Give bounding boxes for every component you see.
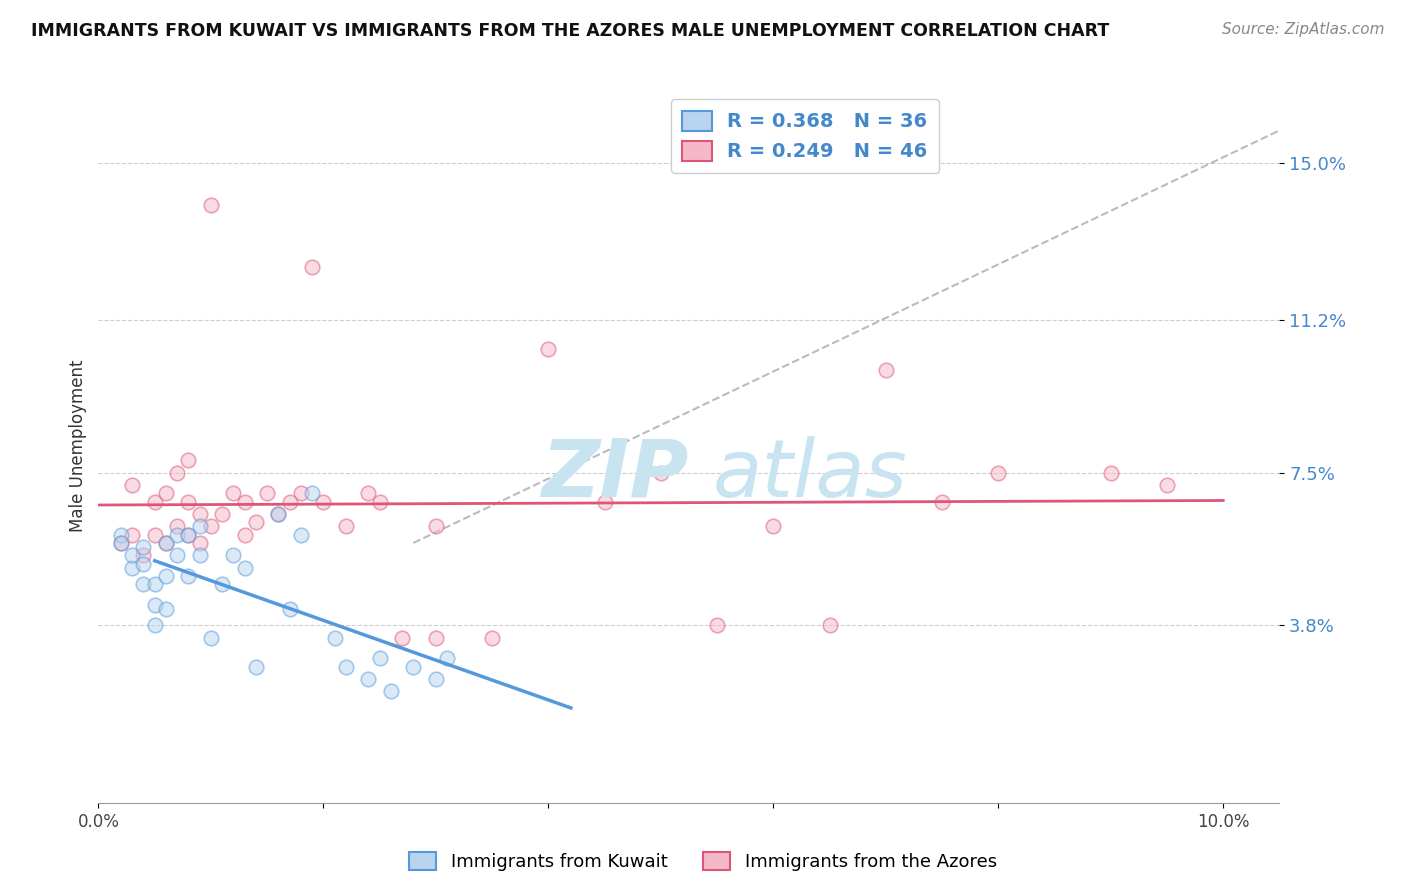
Point (357, 486, 380, 500)
Point (188, 549, 211, 563)
Point (143, 527, 166, 541)
Point (110, 536, 132, 550)
Point (233, 527, 256, 541)
Point (166, 466, 188, 480)
Text: Source: ZipAtlas.com: Source: ZipAtlas.com (1222, 22, 1385, 37)
Point (121, 560, 143, 574)
Point (762, 519, 785, 533)
Point (278, 602, 301, 616)
Point (121, 527, 143, 541)
Text: IMMIGRANTS FROM KUWAIT VS IMMIGRANTS FROM THE AZORES MALE UNEMPLOYMENT CORRELATI: IMMIGRANTS FROM KUWAIT VS IMMIGRANTS FRO… (31, 22, 1109, 40)
Point (380, 684, 402, 698)
Point (335, 659, 357, 673)
Point (267, 507, 290, 521)
Point (143, 494, 166, 508)
Point (110, 536, 132, 550)
Point (132, 549, 155, 563)
Point (335, 519, 357, 533)
Point (155, 569, 177, 583)
Point (818, 618, 841, 632)
Point (177, 527, 200, 541)
Point (200, 197, 222, 211)
Point (155, 486, 177, 500)
Point (188, 536, 211, 550)
Point (425, 672, 447, 686)
Point (402, 659, 425, 673)
Point (706, 618, 728, 632)
Point (1099, 466, 1122, 480)
Point (593, 494, 616, 508)
Point (368, 651, 391, 665)
Point (256, 486, 278, 500)
Point (121, 478, 143, 492)
Point (357, 672, 380, 686)
Point (278, 494, 301, 508)
Point (155, 536, 177, 550)
Point (425, 519, 447, 533)
Point (391, 631, 413, 645)
Point (188, 519, 211, 533)
Point (245, 516, 267, 530)
Point (166, 527, 188, 541)
Point (166, 519, 188, 533)
Point (931, 494, 953, 508)
Text: ZIP: ZIP (541, 435, 689, 514)
Point (987, 466, 1010, 480)
Point (166, 549, 188, 563)
Legend: R = 0.368   N = 36, R = 0.249   N = 46: R = 0.368 N = 36, R = 0.249 N = 46 (671, 99, 939, 173)
Point (188, 507, 211, 521)
Point (290, 527, 312, 541)
Point (290, 486, 312, 500)
Point (368, 494, 391, 508)
Point (155, 602, 177, 616)
Point (132, 557, 155, 571)
Text: atlas: atlas (713, 435, 907, 514)
Point (481, 631, 503, 645)
Point (301, 260, 323, 274)
Point (233, 560, 256, 574)
Point (211, 577, 233, 591)
Point (177, 453, 200, 467)
Point (143, 618, 166, 632)
Legend: Immigrants from Kuwait, Immigrants from the Azores: Immigrants from Kuwait, Immigrants from … (402, 845, 1004, 879)
Point (312, 494, 335, 508)
Point (1156, 478, 1178, 492)
Point (132, 540, 155, 554)
Point (301, 486, 323, 500)
Point (177, 569, 200, 583)
Point (222, 486, 245, 500)
Point (121, 549, 143, 563)
Point (110, 527, 132, 541)
Point (650, 466, 672, 480)
Point (245, 659, 267, 673)
Point (222, 549, 245, 563)
Point (537, 342, 560, 356)
Point (211, 507, 233, 521)
Point (267, 507, 290, 521)
Point (143, 577, 166, 591)
Point (436, 651, 458, 665)
Point (233, 494, 256, 508)
Point (155, 536, 177, 550)
Point (875, 362, 897, 376)
Point (177, 527, 200, 541)
Point (200, 519, 222, 533)
Point (143, 598, 166, 612)
Point (425, 631, 447, 645)
Point (177, 494, 200, 508)
Point (323, 631, 346, 645)
Point (200, 631, 222, 645)
Y-axis label: Male Unemployment: Male Unemployment (69, 359, 87, 533)
Point (132, 577, 155, 591)
